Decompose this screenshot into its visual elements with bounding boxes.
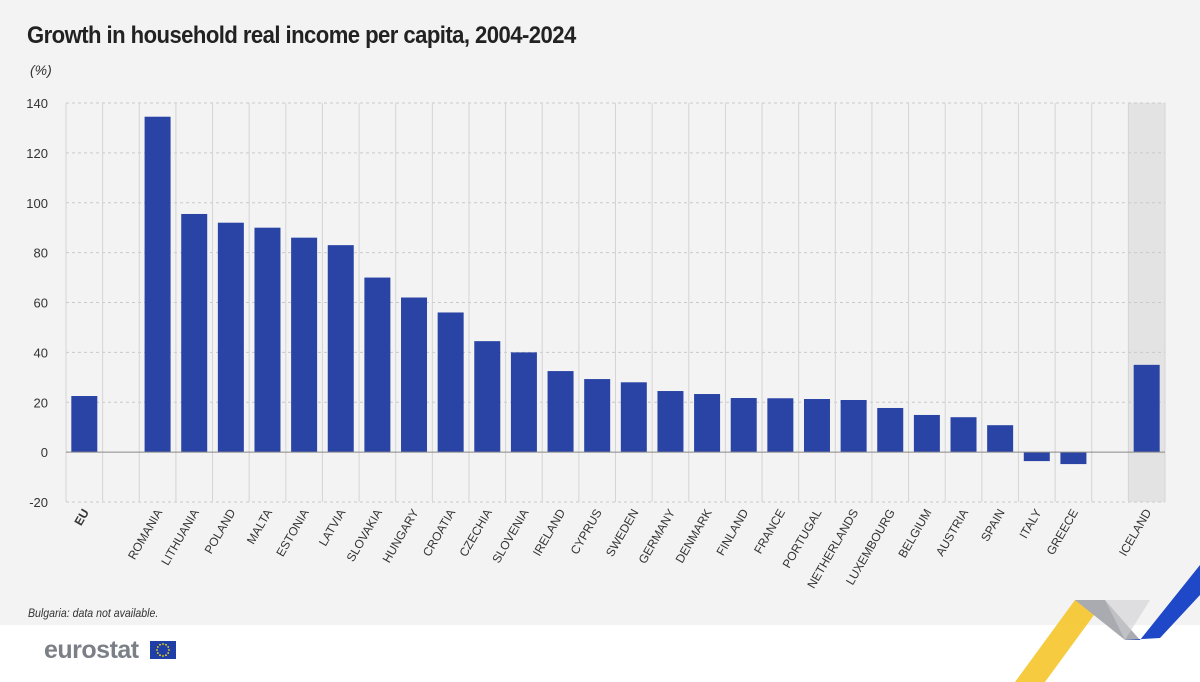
x-tick-label: ROMANIA	[125, 507, 165, 563]
y-tick-label: 0	[41, 445, 48, 460]
x-tick-label: CZECHIA	[456, 507, 494, 560]
x-tick-label: HUNGARY	[380, 507, 422, 566]
x-tick-label: IRELAND	[530, 506, 568, 558]
x-tick-label: SPAIN	[978, 507, 1008, 544]
eu-flag-icon	[150, 641, 176, 659]
bar-sweden	[620, 382, 647, 453]
bar-portugal	[803, 399, 830, 453]
y-tick-label: -20	[29, 495, 48, 510]
x-tick-label: EU	[71, 507, 91, 528]
bar-eu	[71, 396, 98, 453]
bar-cyprus	[584, 379, 611, 453]
x-tick-label: GREECE	[1044, 507, 1081, 558]
bar-hungary	[401, 297, 428, 453]
bar-lithuania	[181, 213, 208, 453]
x-tick-label: AUSTRIA	[933, 507, 971, 559]
chart-title: Growth in household real income per capi…	[27, 22, 576, 49]
bar-finland	[730, 398, 757, 453]
x-tick-label: ESTONIA	[273, 507, 311, 559]
x-tick-label: CYPRUS	[568, 507, 605, 557]
x-tick-label: MALTA	[244, 507, 275, 547]
bar-italy	[1023, 452, 1050, 462]
y-tick-label: 80	[34, 246, 48, 261]
x-tick-label: SLOVENIA	[489, 507, 531, 566]
y-tick-label: 120	[26, 146, 48, 161]
bar-belgium	[913, 414, 940, 453]
bar-poland	[217, 222, 244, 453]
x-tick-label: CROATIA	[420, 507, 458, 559]
x-tick-label: LITHUANIA	[158, 507, 201, 568]
bar-slovenia	[510, 352, 537, 453]
footnote: Bulgaria: data not available.	[28, 606, 159, 620]
bar-ireland	[547, 371, 574, 453]
y-tick-label: 60	[34, 296, 48, 311]
bar-croatia	[437, 312, 464, 453]
bar-czechia	[474, 341, 501, 453]
bar-estonia	[291, 237, 318, 453]
x-tick-label: GERMANY	[636, 507, 678, 567]
eurostat-logo: eurostat	[44, 636, 139, 664]
x-tick-label: FRANCE	[751, 507, 788, 557]
bar-latvia	[327, 245, 354, 453]
bar-luxembourg	[877, 407, 904, 453]
unit-label: (%)	[30, 62, 52, 78]
x-tick-label: LATVIA	[316, 507, 348, 549]
bar-iceland	[1133, 364, 1160, 453]
bar-romania	[144, 116, 171, 453]
eu-stars-icon	[156, 643, 170, 657]
bar-netherlands	[840, 400, 867, 453]
y-tick-label: 40	[34, 345, 48, 360]
bar-denmark	[694, 394, 721, 453]
x-tick-label: SWEDEN	[603, 507, 641, 560]
x-tick-label: DENMARK	[673, 507, 715, 566]
x-tick-label: FINLAND	[714, 506, 752, 558]
y-tick-label: 20	[34, 395, 48, 410]
bar-germany	[657, 391, 684, 453]
x-tick-label: POLAND	[202, 506, 239, 556]
bar-austria	[950, 417, 977, 453]
bar-malta	[254, 227, 281, 453]
bar-france	[767, 398, 794, 453]
bar-spain	[987, 425, 1014, 453]
x-tick-label: BELGIUM	[895, 507, 934, 561]
y-tick-label: 140	[26, 96, 48, 111]
x-tick-label: ICELAND	[1116, 506, 1154, 558]
bar-greece	[1060, 452, 1087, 465]
bar-slovakia	[364, 277, 391, 453]
x-tick-label: ITALY	[1016, 507, 1044, 541]
x-tick-label: SLOVAKIA	[344, 507, 385, 565]
y-tick-label: 100	[26, 196, 48, 211]
